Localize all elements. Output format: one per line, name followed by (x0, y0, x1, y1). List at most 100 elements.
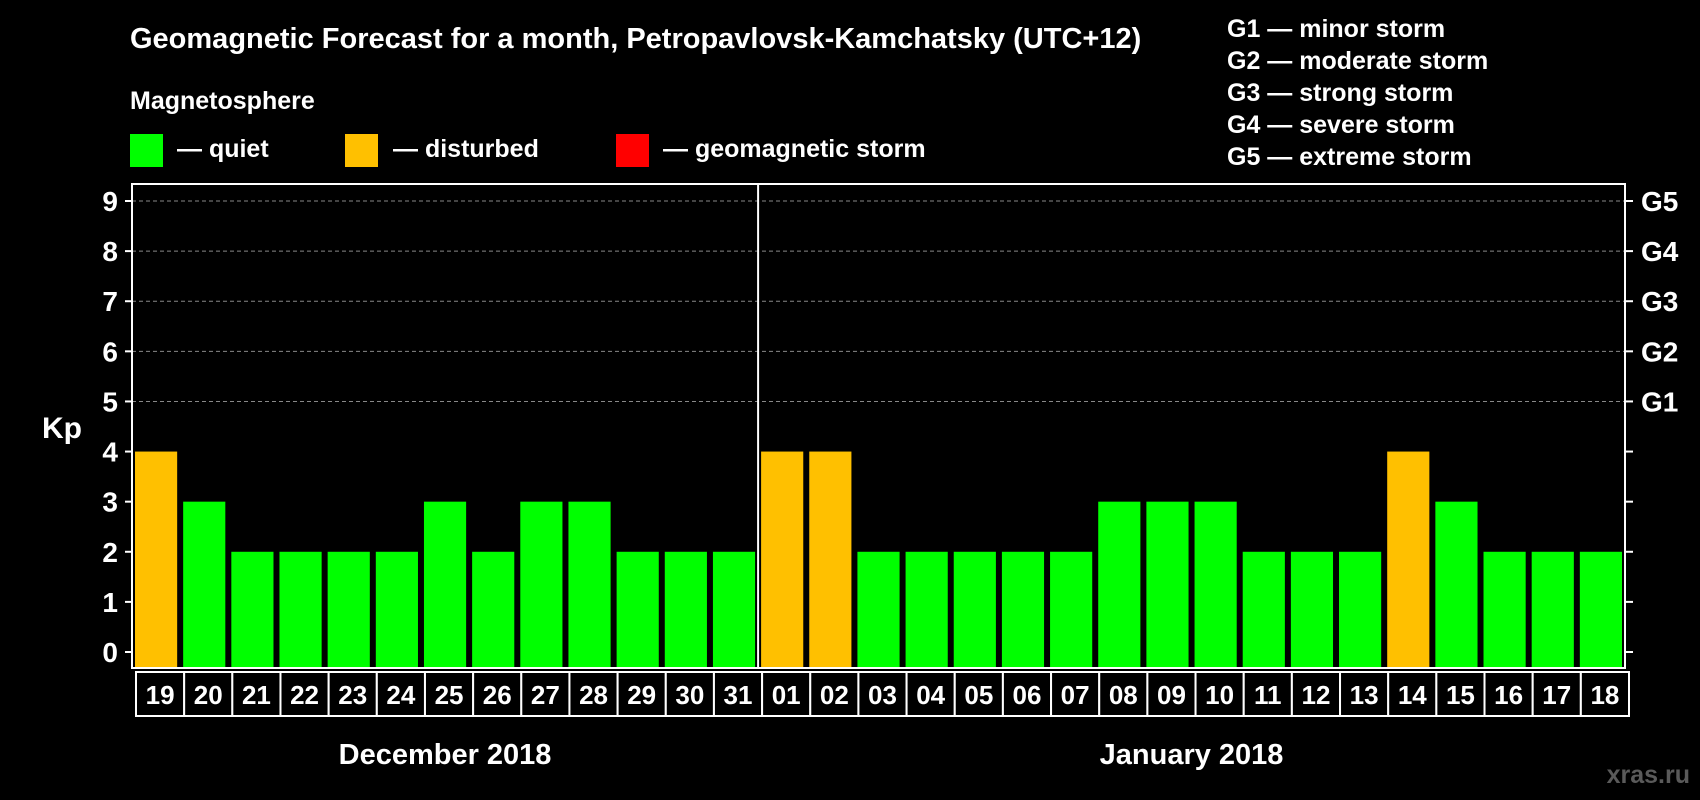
y-axis-label: Kp (42, 412, 82, 445)
bar-17 (1531, 551, 1574, 668)
day-label-26: 26 (483, 680, 512, 710)
month-labels: December 2018 January 2018 (339, 739, 1284, 771)
day-box (1050, 671, 1101, 717)
bar-28 (568, 501, 611, 668)
legend: — quiet — disturbed — geomagnetic storm (130, 134, 926, 167)
bar-31 (712, 551, 756, 668)
bar-18 (1579, 551, 1622, 668)
bar-01 (761, 451, 804, 668)
day-label-04: 04 (916, 680, 945, 710)
month-label-1: January 2018 (1100, 739, 1284, 771)
day-box (472, 671, 523, 717)
day-label-19: 19 (146, 680, 175, 710)
bar-07 (1050, 551, 1093, 668)
day-box (1339, 671, 1390, 717)
day-box (183, 671, 234, 717)
day-label-14: 14 (1398, 680, 1427, 710)
bar-15 (1435, 501, 1478, 668)
right-tick-label-g1: G1 (1641, 386, 1678, 417)
legend-label-disturbed: — disturbed (393, 135, 539, 163)
day-label-29: 29 (627, 680, 656, 710)
day-box (1194, 671, 1245, 717)
day-box (231, 671, 282, 717)
day-label-13: 13 (1350, 680, 1379, 710)
day-box (905, 671, 956, 717)
bar-26 (472, 551, 515, 668)
bars (135, 451, 1622, 668)
bar-20 (183, 501, 226, 668)
day-label-09: 09 (1157, 680, 1186, 710)
y-tick-label: 1 (102, 587, 118, 618)
day-label-16: 16 (1494, 680, 1523, 710)
day-label-12: 12 (1301, 680, 1330, 710)
day-label-22: 22 (290, 680, 319, 710)
legend-label-storm: — geomagnetic storm (663, 135, 926, 163)
storm-scale-g4: G4 — severe storm (1227, 111, 1455, 139)
y-axis-ticks: 0 1 2 3 4 5 6 7 8 9 (102, 186, 132, 668)
month-label-0: December 2018 (339, 739, 552, 771)
bar-23 (327, 551, 370, 668)
day-box (857, 671, 908, 717)
legend-swatch-quiet (130, 134, 163, 167)
day-box (375, 671, 426, 717)
bar-29 (616, 551, 659, 668)
y-tick-label: 4 (102, 437, 118, 468)
day-box (568, 671, 619, 717)
day-label-30: 30 (675, 680, 704, 710)
day-box (616, 671, 667, 717)
day-label-17: 17 (1542, 680, 1571, 710)
bar-11 (1242, 551, 1285, 668)
day-box (135, 671, 186, 717)
day-label-23: 23 (338, 680, 367, 710)
day-label-15: 15 (1446, 680, 1475, 710)
day-label-02: 02 (820, 680, 849, 710)
day-box (1387, 671, 1438, 717)
day-box (1098, 671, 1149, 717)
day-label-18: 18 (1590, 680, 1619, 710)
bar-05 (953, 551, 996, 668)
right-tick-label-g5: G5 (1641, 186, 1678, 217)
day-label-31: 31 (724, 680, 753, 710)
legend-swatch-storm (616, 134, 649, 167)
legend-heading: Magnetosphere (130, 87, 315, 115)
bar-10 (1194, 501, 1237, 668)
day-label-06: 06 (1013, 680, 1042, 710)
y-tick-label: 6 (102, 336, 118, 367)
day-label-25: 25 (435, 680, 464, 710)
day-box (279, 671, 330, 717)
day-label-10: 10 (1205, 680, 1234, 710)
bar-25 (423, 501, 467, 668)
day-box (1001, 671, 1053, 717)
bar-04 (905, 551, 948, 668)
day-label-28: 28 (579, 680, 608, 710)
y-tick-label: 8 (102, 236, 118, 267)
legend-label-quiet: — quiet (177, 135, 269, 163)
chart-title: Geomagnetic Forecast for a month, Petrop… (130, 23, 1141, 55)
bar-22 (279, 551, 322, 668)
right-tick-label-g2: G2 (1641, 336, 1678, 367)
day-label-11: 11 (1254, 680, 1282, 710)
day-label-03: 03 (868, 680, 897, 710)
bar-02 (809, 451, 852, 668)
right-tick-label-g3: G3 (1641, 286, 1678, 317)
bar-24 (375, 551, 418, 668)
plot-frame (131, 183, 1626, 669)
day-box (1435, 671, 1486, 717)
gridlines (132, 200, 1625, 402)
plot-border (131, 183, 1626, 669)
bar-14 (1387, 451, 1430, 668)
bar-09 (1146, 501, 1189, 668)
bar-12 (1290, 551, 1334, 668)
y-tick-label: 0 (102, 637, 118, 668)
bar-19 (135, 451, 178, 668)
right-tick-label-g4: G4 (1641, 236, 1679, 267)
bar-16 (1483, 551, 1526, 668)
day-box (712, 671, 764, 717)
day-box (520, 671, 571, 717)
y-tick-label: 9 (102, 186, 118, 217)
day-label-08: 08 (1109, 680, 1138, 710)
day-label-20: 20 (194, 680, 223, 710)
storm-scale-g5: G5 — extreme storm (1227, 143, 1472, 171)
day-box (664, 671, 715, 717)
